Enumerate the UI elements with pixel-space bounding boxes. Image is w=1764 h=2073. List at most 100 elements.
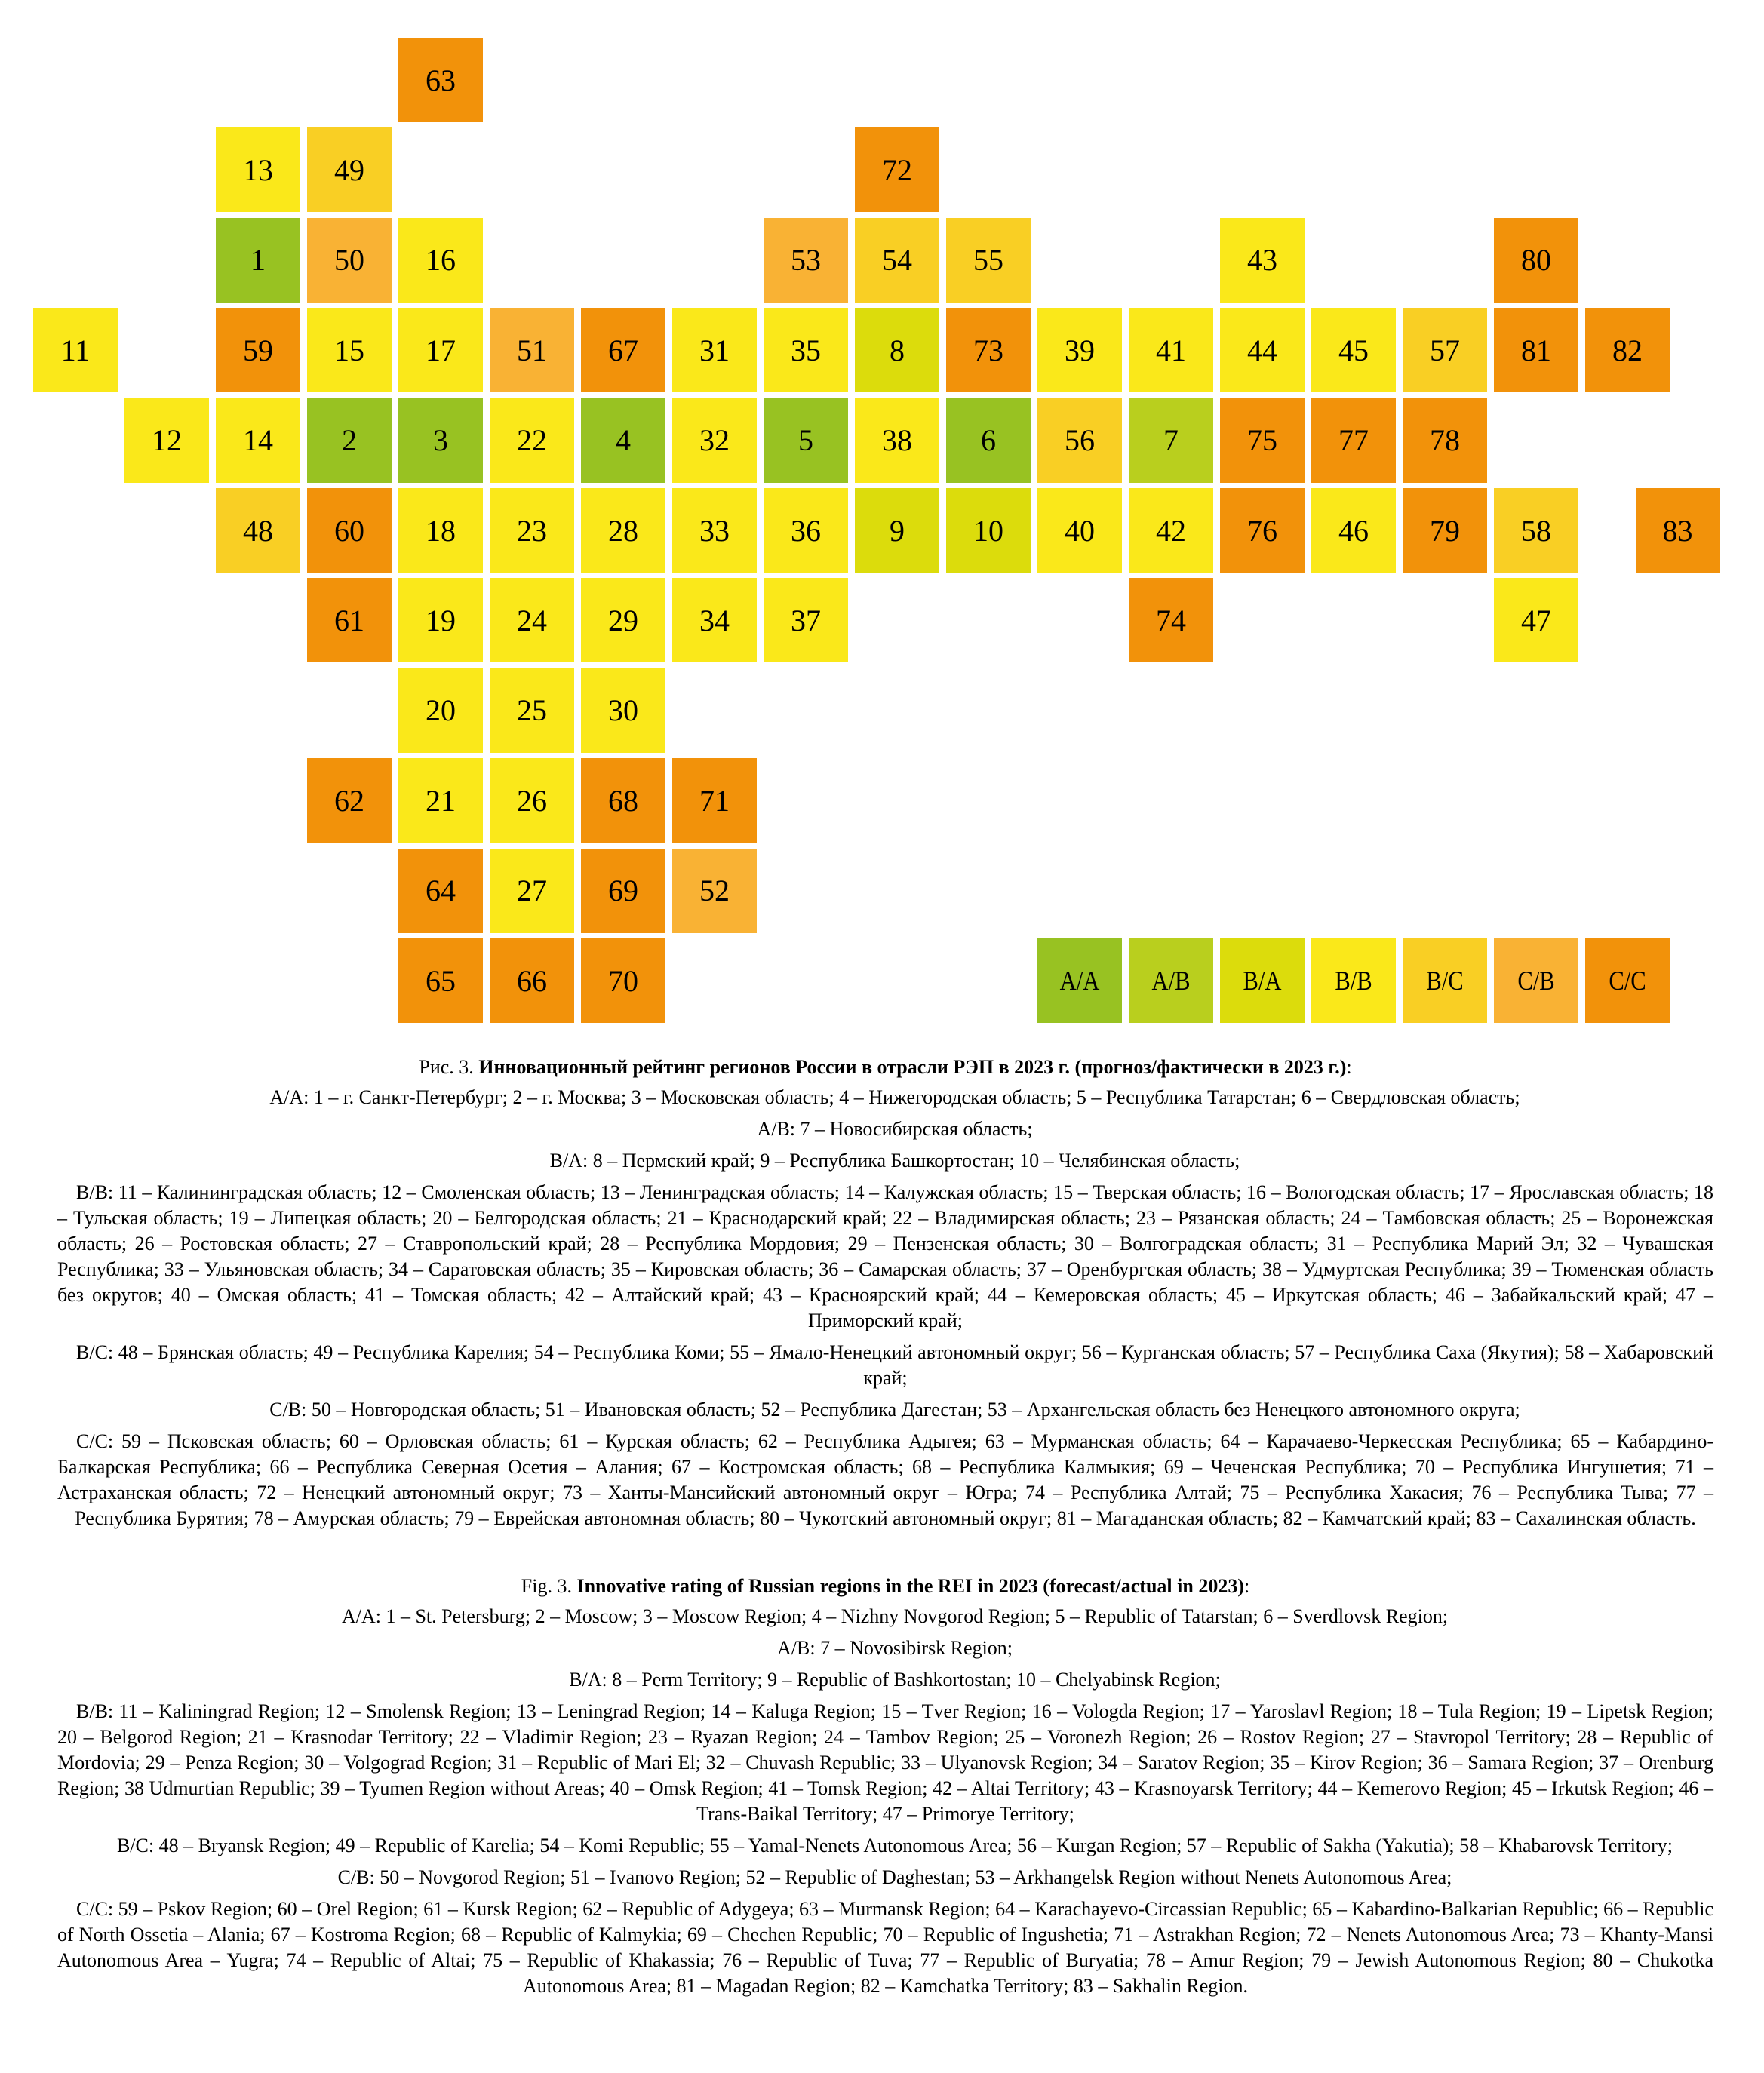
region-tile-63: 63: [398, 38, 483, 122]
figure-label: Fig. 3.: [521, 1575, 577, 1597]
region-tile-36: 36: [764, 488, 848, 573]
region-tile-21: 21: [398, 758, 483, 843]
region-tile-50: 50: [307, 217, 392, 303]
group-regions: 1 – St. Petersburg; 2 – Moscow; 3 – Mosc…: [380, 1605, 1449, 1627]
caption-group-ru: C/B: 50 – Новгородская область; 51 – Ива…: [57, 1397, 1713, 1423]
legend-label: C/C: [1609, 966, 1646, 996]
region-tile-13: 13: [216, 127, 300, 213]
region-tile-26: 26: [490, 758, 574, 843]
region-tile-47: 47: [1494, 578, 1578, 663]
region-tile-60: 60: [307, 488, 392, 573]
region-tile-74: 74: [1129, 578, 1213, 663]
group-code: A/A:: [341, 1605, 381, 1627]
region-tile-map: 63 13 49 72 1 50 16 53 54 55 43 80 11 59 15 17 51 67 31 35 8…: [33, 38, 1720, 1023]
region-tile-2: 2: [307, 398, 392, 483]
region-tile-10: 10: [946, 488, 1031, 573]
group-code: C/C:: [76, 1430, 114, 1452]
region-tile-42: 42: [1129, 488, 1213, 573]
region-tile-55: 55: [946, 217, 1031, 303]
region-tile-79: 79: [1403, 488, 1487, 573]
region-tile-71: 71: [672, 758, 757, 843]
region-tile-41: 41: [1129, 308, 1213, 393]
region-tile-39: 39: [1037, 308, 1122, 393]
region-tile-45: 45: [1311, 308, 1396, 393]
legend-swatch-a-b: A/B: [1129, 938, 1213, 1023]
group-code: B/A:: [569, 1669, 607, 1691]
region-tile-23: 23: [490, 488, 574, 573]
group-regions: 59 – Pskov Region; 60 – Orel Region; 61 …: [57, 1898, 1713, 1997]
group-code: C/C:: [76, 1898, 114, 1920]
region-tile-37: 37: [764, 578, 848, 663]
group-regions: 59 – Псковская область; 60 – Орловская о…: [57, 1430, 1713, 1529]
caption-group-en: B/C: 48 – Bryansk Region; 49 – Republic …: [57, 1833, 1713, 1859]
group-code: B/B:: [76, 1700, 114, 1722]
region-tile-54: 54: [855, 217, 939, 303]
legend-swatch-a-a: A/A: [1037, 938, 1122, 1023]
region-tile-68: 68: [581, 758, 665, 843]
region-tile-20: 20: [398, 668, 483, 753]
legend-swatch-b-a: B/A: [1220, 938, 1305, 1023]
group-code: B/C:: [116, 1835, 155, 1856]
region-tile-18: 18: [398, 488, 483, 573]
region-tile-24: 24: [490, 578, 574, 663]
region-tile-83: 83: [1635, 488, 1720, 573]
region-tile-16: 16: [398, 217, 483, 303]
figure-label: Рис. 3.: [419, 1056, 479, 1078]
caption-group-ru: A/B: 7 – Новосибирская область;: [57, 1116, 1713, 1142]
group-regions: 11 – Kaliningrad Region; 12 – Smolensk R…: [57, 1700, 1713, 1825]
group-regions: 50 – Новгородская область; 51 – Ивановск…: [306, 1399, 1520, 1420]
region-tile-66: 66: [490, 938, 574, 1023]
region-tile-25: 25: [490, 668, 574, 753]
region-tile-4: 4: [581, 398, 665, 483]
region-tile-49: 49: [307, 127, 392, 213]
region-tile-38: 38: [855, 398, 939, 483]
region-tile-56: 56: [1037, 398, 1122, 483]
caption-group-ru: B/B: 11 – Калининградская область; 12 – …: [57, 1180, 1713, 1334]
group-regions: 8 – Perm Territory; 9 – Republic of Bash…: [607, 1669, 1221, 1691]
region-tile-67: 67: [581, 308, 665, 393]
region-tile-28: 28: [581, 488, 665, 573]
region-tile-77: 77: [1311, 398, 1396, 483]
region-tile-14: 14: [216, 398, 300, 483]
group-regions: 48 – Bryansk Region; 49 – Republic of Ka…: [154, 1835, 1673, 1856]
region-tile-80: 80: [1494, 217, 1578, 303]
group-code: A/B:: [757, 1118, 796, 1140]
caption-group-en: B/A: 8 – Perm Territory; 9 – Republic of…: [57, 1667, 1713, 1693]
group-regions: 8 – Пермский край; 9 – Республика Башкор…: [588, 1150, 1240, 1172]
region-tile-30: 30: [581, 668, 665, 753]
legend-label: B/B: [1335, 966, 1372, 996]
region-tile-76: 76: [1220, 488, 1305, 573]
region-tile-15: 15: [307, 308, 392, 393]
region-tile-3: 3: [398, 398, 483, 483]
group-code: A/A:: [269, 1086, 309, 1108]
region-tile-1: 1: [216, 217, 300, 303]
region-tile-34: 34: [672, 578, 757, 663]
group-code: B/C:: [76, 1341, 114, 1363]
legend-label: B/A: [1243, 966, 1282, 996]
region-tile-40: 40: [1037, 488, 1122, 573]
legend-label: B/C: [1426, 966, 1464, 996]
region-tile-70: 70: [581, 938, 665, 1023]
region-tile-32: 32: [672, 398, 757, 483]
figure-caption: Рис. 3. Инновационный рейтинг регионов Р…: [57, 1055, 1713, 2005]
region-tile-65: 65: [398, 938, 483, 1023]
region-tile-12: 12: [124, 398, 209, 483]
region-tile-6: 6: [946, 398, 1031, 483]
title-colon: :: [1346, 1056, 1352, 1078]
region-tile-22: 22: [490, 398, 574, 483]
region-tile-58: 58: [1494, 488, 1578, 573]
caption-group-en: B/B: 11 – Kaliningrad Region; 12 – Smole…: [57, 1699, 1713, 1827]
region-tile-64: 64: [398, 848, 483, 933]
region-tile-11: 11: [33, 308, 118, 393]
group-regions: 11 – Калининградская область; 12 – Смоле…: [57, 1181, 1713, 1331]
region-tile-62: 62: [307, 758, 392, 843]
region-tile-75: 75: [1220, 398, 1305, 483]
region-tile-5: 5: [764, 398, 848, 483]
region-tile-52: 52: [672, 848, 757, 933]
region-tile-48: 48: [216, 488, 300, 573]
legend-swatch-c-b: C/B: [1494, 938, 1578, 1023]
region-tile-44: 44: [1220, 308, 1305, 393]
caption-group-en: C/B: 50 – Novgorod Region; 51 – Ivanovo …: [57, 1865, 1713, 1890]
legend-swatch-b-c: B/C: [1403, 938, 1487, 1023]
caption-group-en: C/C: 59 – Pskov Region; 60 – Orel Region…: [57, 1896, 1713, 1999]
